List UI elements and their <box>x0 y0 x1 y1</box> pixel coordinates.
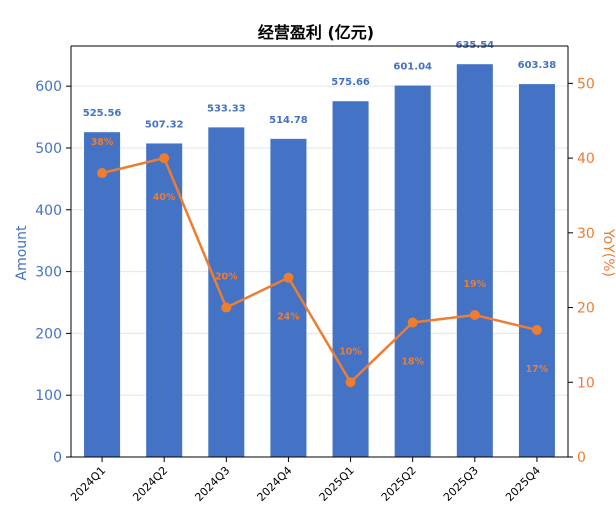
yoy-point-2024Q3 <box>221 302 232 313</box>
left-tick-label-500: 500 <box>35 141 62 157</box>
bar-2024Q1 <box>84 132 121 457</box>
yoy-line-series <box>97 153 542 388</box>
yoy-point-2025Q4 <box>531 324 542 335</box>
yoy-point-2025Q3 <box>469 310 480 321</box>
bar-2025Q1 <box>332 101 369 457</box>
yoy-value-label-2024Q2: 40% <box>153 192 176 203</box>
yoy-point-2025Q2 <box>407 317 418 328</box>
left-tick-label-600: 600 <box>35 79 62 95</box>
bar-value-label-2025Q2: 601.04 <box>393 62 432 73</box>
yoy-value-label-2025Q3: 19% <box>463 279 486 290</box>
yoy-value-label-2025Q4: 17% <box>526 364 549 375</box>
yoy-point-2024Q4 <box>283 272 294 283</box>
right-tick-label-30: 30 <box>577 226 595 242</box>
left-tick-label-200: 200 <box>35 326 62 342</box>
bar-value-label-2024Q4: 514.78 <box>269 115 308 126</box>
right-tick-label-50: 50 <box>577 76 595 92</box>
x-tick-label-2024Q2: 2024Q2 <box>130 464 170 504</box>
yoy-value-label-2025Q1: 10% <box>339 346 362 357</box>
yoy-point-2024Q2 <box>159 153 170 164</box>
left-tick-label-300: 300 <box>35 265 62 281</box>
bar-2024Q3 <box>208 127 245 458</box>
y-axis-label: Amount <box>14 225 30 281</box>
bar-2024Q2 <box>146 143 183 457</box>
left-tick-label-100: 100 <box>35 388 62 404</box>
yoy-value-label-2025Q2: 18% <box>401 356 424 367</box>
bar-series <box>84 64 555 458</box>
left-tick-label-0: 0 <box>53 450 62 466</box>
chart-title: 经营盈利 (亿元) <box>258 23 374 42</box>
yoy-value-label-2024Q1: 38% <box>91 137 114 148</box>
yoy-value-labels: 38% 40% 20% 24% 10% 18% 19% 17% <box>91 137 549 375</box>
axes <box>70 45 569 458</box>
right-tick-label-10: 10 <box>577 375 595 391</box>
grid-lines <box>71 85 568 458</box>
bar-2025Q2 <box>394 85 431 458</box>
yoy-point-2024Q1 <box>97 168 108 179</box>
bar-value-label-2024Q3: 533.33 <box>207 103 246 114</box>
x-tick-label-2025Q3: 2025Q3 <box>441 464 481 504</box>
x-tick-label-2024Q4: 2024Q4 <box>254 464 294 504</box>
y2-axis-label: YoY(%) <box>600 228 616 277</box>
bar-value-label-2025Q4: 603.38 <box>518 60 557 71</box>
yoy-value-label-2024Q4: 24% <box>277 312 300 323</box>
x-tick-label-2025Q4: 2025Q4 <box>503 464 543 504</box>
x-tick-label-2025Q2: 2025Q2 <box>379 464 419 504</box>
yoy-line <box>101 156 538 384</box>
right-tick-label-20: 20 <box>577 301 595 317</box>
yoy-value-label-2024Q3: 20% <box>215 272 238 283</box>
bar-value-label-2024Q1: 525.56 <box>83 108 122 119</box>
bar-value-label-2024Q2: 507.32 <box>145 119 184 130</box>
bar-2025Q3 <box>456 64 493 457</box>
right-tick-label-0: 0 <box>577 450 586 466</box>
left-tick-label-400: 400 <box>35 203 62 219</box>
yoy-point-2025Q1 <box>345 377 356 388</box>
bar-value-label-2025Q1: 575.66 <box>331 77 370 88</box>
x-tick-label-2024Q3: 2024Q3 <box>192 464 232 504</box>
right-tick-label-40: 40 <box>577 151 595 167</box>
x-tick-label-2024Q1: 2024Q1 <box>68 464 108 504</box>
bar-2025Q4 <box>518 84 555 458</box>
x-tick-label-2025Q1: 2025Q1 <box>317 464 357 504</box>
